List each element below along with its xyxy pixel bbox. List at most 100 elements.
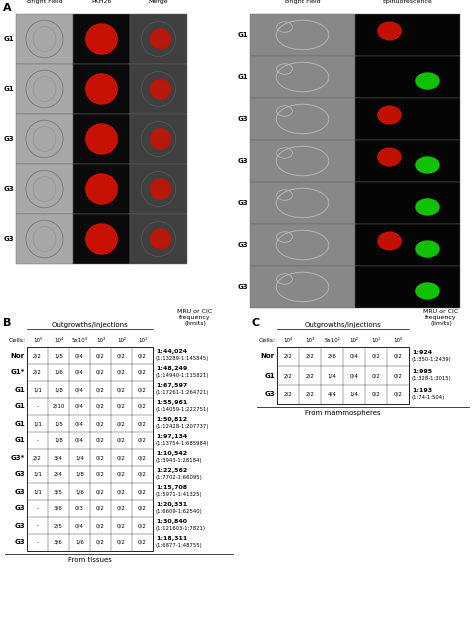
Text: (1:6609-1:62540): (1:6609-1:62540) — [156, 509, 203, 514]
Bar — [250, 14, 355, 56]
Text: 0/2: 0/2 — [96, 472, 105, 477]
Text: 1:15,708: 1:15,708 — [156, 485, 187, 490]
Bar — [130, 214, 187, 264]
Bar — [130, 64, 187, 114]
Bar — [130, 114, 187, 164]
Text: 0/4: 0/4 — [349, 354, 358, 359]
Text: 2/2: 2/2 — [33, 353, 42, 358]
Text: G3: G3 — [3, 236, 14, 242]
Text: -: - — [36, 540, 38, 545]
Bar — [355, 56, 460, 98]
Text: G3: G3 — [237, 116, 248, 122]
Text: 0/2: 0/2 — [117, 353, 126, 358]
Text: 1/1: 1/1 — [33, 421, 42, 426]
Text: 1:50,812: 1:50,812 — [156, 417, 187, 422]
Text: (1:14059-1:222751): (1:14059-1:222751) — [156, 407, 210, 412]
Text: 1:20,331: 1:20,331 — [156, 502, 187, 507]
Text: 0/2: 0/2 — [138, 455, 147, 460]
Text: 3/4: 3/4 — [54, 455, 63, 460]
Text: 1/1: 1/1 — [33, 472, 42, 477]
Text: G3: G3 — [3, 186, 14, 192]
Text: B: B — [3, 318, 11, 328]
Text: 3/5: 3/5 — [54, 489, 63, 494]
Text: Nor: Nor — [11, 352, 25, 359]
Text: 1/8: 1/8 — [54, 438, 63, 443]
Text: G3: G3 — [14, 523, 25, 528]
Text: 0/2: 0/2 — [96, 404, 105, 409]
Text: From tissues: From tissues — [68, 557, 112, 563]
Text: 0/2: 0/2 — [372, 354, 381, 359]
Bar — [73, 164, 130, 214]
Text: 3/6: 3/6 — [54, 506, 63, 511]
Text: 1:30,840: 1:30,840 — [156, 519, 187, 524]
Text: 0/3: 0/3 — [75, 506, 84, 511]
Ellipse shape — [86, 24, 117, 54]
Text: 0/2: 0/2 — [117, 523, 126, 528]
Bar — [355, 140, 460, 182]
Bar — [73, 64, 130, 114]
Bar — [250, 140, 355, 182]
Text: 10¹: 10¹ — [138, 337, 147, 342]
Text: PKH26: PKH26 — [91, 0, 112, 4]
Text: (1:7702-1:66095): (1:7702-1:66095) — [156, 475, 203, 480]
Text: (1:3943-1:28184): (1:3943-1:28184) — [156, 458, 202, 463]
Text: 2/6: 2/6 — [328, 354, 337, 359]
Text: G3: G3 — [14, 506, 25, 511]
Text: 0/2: 0/2 — [117, 540, 126, 545]
Text: 0/2: 0/2 — [96, 370, 105, 375]
Text: 1/8: 1/8 — [75, 472, 84, 477]
Ellipse shape — [151, 229, 171, 249]
Text: G3: G3 — [264, 391, 275, 398]
Text: 10²: 10² — [117, 337, 126, 342]
Text: 1:995: 1:995 — [412, 369, 432, 374]
Text: 0/2: 0/2 — [138, 404, 147, 409]
Text: 0/4: 0/4 — [75, 523, 84, 528]
Bar — [355, 266, 460, 308]
Text: -: - — [36, 506, 38, 511]
Text: 0/2: 0/2 — [138, 506, 147, 511]
Text: 0/2: 0/2 — [96, 421, 105, 426]
Bar — [355, 182, 460, 224]
Text: (1:5971-1:41325): (1:5971-1:41325) — [156, 492, 202, 497]
Text: 0/2: 0/2 — [372, 392, 381, 397]
Text: Bright Field: Bright Field — [27, 0, 62, 4]
Bar — [250, 56, 355, 98]
Ellipse shape — [151, 179, 171, 199]
Text: 5x10³: 5x10³ — [72, 337, 88, 342]
Ellipse shape — [378, 148, 401, 166]
Text: 0/2: 0/2 — [372, 373, 381, 378]
Text: G1: G1 — [14, 386, 25, 393]
Text: 0/4: 0/4 — [75, 387, 84, 392]
Text: 2/5: 2/5 — [54, 523, 63, 528]
Ellipse shape — [416, 157, 439, 173]
Ellipse shape — [416, 199, 439, 215]
Text: (1:13289-1:145845): (1:13289-1:145845) — [156, 356, 210, 361]
Bar — [16, 14, 73, 64]
Text: 10⁴: 10⁴ — [283, 337, 292, 342]
Text: 0/2: 0/2 — [96, 387, 105, 392]
Ellipse shape — [416, 73, 439, 89]
Text: 1/6: 1/6 — [54, 370, 63, 375]
Text: A: A — [3, 3, 12, 13]
Bar — [250, 266, 355, 308]
Text: 1/1: 1/1 — [33, 489, 42, 494]
Text: 0/2: 0/2 — [138, 523, 147, 528]
Text: 0/2: 0/2 — [138, 353, 147, 358]
Text: 10²: 10² — [349, 337, 358, 342]
Text: -: - — [36, 404, 38, 409]
Text: G1: G1 — [237, 32, 248, 38]
Text: 0/2: 0/2 — [138, 438, 147, 443]
Text: Epifluorescence: Epifluorescence — [383, 0, 432, 4]
Ellipse shape — [378, 22, 401, 40]
Text: 10⁰: 10⁰ — [393, 337, 402, 342]
Ellipse shape — [378, 232, 401, 250]
Text: G3: G3 — [14, 488, 25, 495]
Bar — [250, 182, 355, 224]
Text: 0/4: 0/4 — [75, 438, 84, 443]
Text: 1/4: 1/4 — [75, 455, 84, 460]
Text: 3/6: 3/6 — [54, 540, 63, 545]
Text: G1: G1 — [14, 421, 25, 426]
Text: (1:13754-1:685984): (1:13754-1:685984) — [156, 441, 210, 446]
Text: Cells:: Cells: — [259, 337, 276, 342]
Text: G3: G3 — [3, 136, 14, 142]
